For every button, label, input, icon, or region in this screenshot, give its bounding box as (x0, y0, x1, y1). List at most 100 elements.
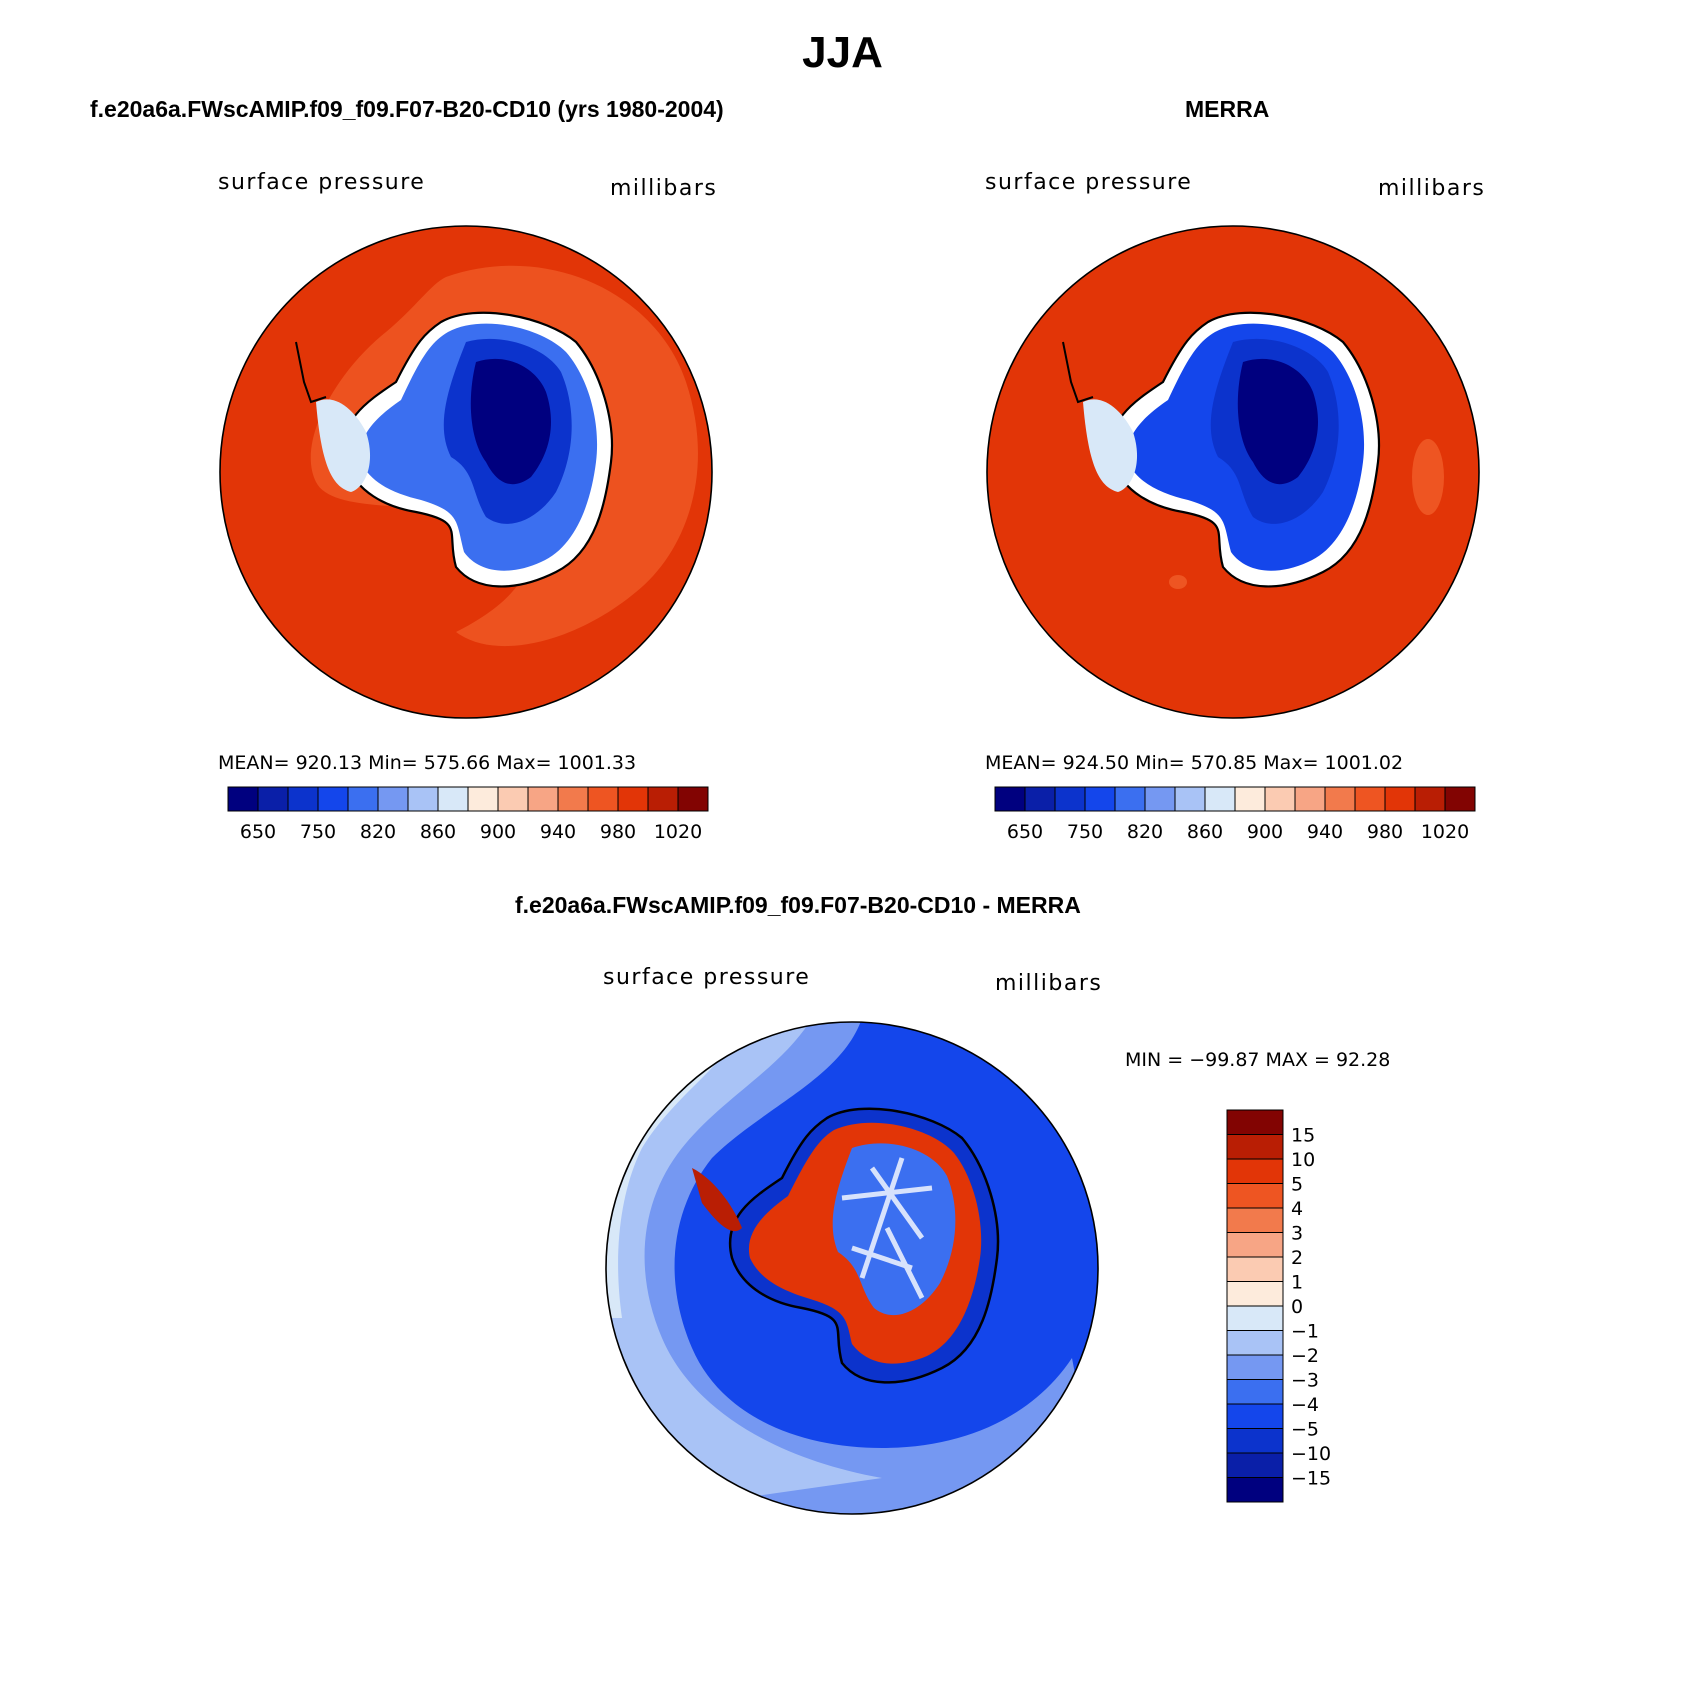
colorbar-swatch (1226, 1281, 1284, 1307)
panel1-variable-label: surface pressure (218, 170, 426, 195)
colorbar-swatch (1204, 786, 1236, 812)
colorbar-swatch (347, 786, 379, 812)
peninsula-anomaly (692, 1168, 742, 1232)
panel2-units-label: millibars (1378, 176, 1486, 201)
colorbar-label: 940 (1307, 821, 1343, 843)
colorbar-swatch (1414, 786, 1446, 812)
colorbar-swatch (1054, 786, 1086, 812)
colorbar-label: 940 (540, 821, 576, 843)
colorbar-label: 980 (1367, 821, 1403, 843)
colorbar-swatch (527, 786, 559, 812)
colorbar-swatch (497, 786, 529, 812)
colorbar-label: 2 (1291, 1247, 1303, 1269)
panel3-title: f.e20a6a.FWscAMIP.f09_f09.F07-B20-CD10 -… (515, 892, 1081, 918)
panel3-units-label: millibars (995, 971, 1103, 996)
colorbar-swatch (1084, 786, 1116, 812)
panel2-colorbar: 650 750 820 860 900 940 980 1020 (994, 786, 1476, 843)
panel2-title: MERRA (1185, 96, 1270, 122)
colorbar-swatch (1294, 786, 1326, 812)
colorbar-swatch (227, 786, 259, 812)
panel2-stats: MEAN= 924.50 Min= 570.85 Max= 1001.02 (985, 752, 1404, 774)
colorbar-swatch (617, 786, 649, 812)
panel1-polar-map (219, 225, 713, 719)
colorbar-label: 650 (240, 821, 276, 843)
colorbar-swatch (677, 786, 709, 812)
colorbar-swatch (1226, 1330, 1284, 1356)
ice-sheet-plateau (470, 358, 551, 485)
colorbar-swatch (587, 786, 619, 812)
colorbar-label: −4 (1291, 1394, 1319, 1416)
colorbar-swatch (437, 786, 469, 812)
panel1-colorbar: 650 750 820 860 900 940 980 1020 (227, 786, 709, 843)
panel3-variable-label: surface pressure (603, 965, 811, 990)
colorbar-label: 4 (1291, 1198, 1303, 1220)
negative-anomaly-band (606, 1022, 1098, 1514)
colorbar-label: −10 (1291, 1443, 1331, 1465)
colorbar-label: 650 (1007, 821, 1043, 843)
colorbar-swatch (647, 786, 679, 812)
colorbar-swatch (1264, 786, 1296, 812)
colorbar-label: 820 (1127, 821, 1163, 843)
colorbar-swatch (1226, 1158, 1284, 1184)
colorbar-swatch (1174, 786, 1206, 812)
main-title: JJA (802, 28, 883, 77)
colorbar-swatch (1226, 1403, 1284, 1429)
colorbar-label: 1020 (654, 821, 702, 843)
colorbar-swatch (287, 786, 319, 812)
colorbar-swatch (1114, 786, 1146, 812)
panel3-stats: MIN = −99.87 MAX = 92.28 (1125, 1049, 1391, 1071)
panel1-stats: MEAN= 920.13 Min= 575.66 Max= 1001.33 (218, 752, 637, 774)
colorbar-swatch (377, 786, 409, 812)
colorbar-swatch (1144, 786, 1176, 812)
peninsula-coastline (1062, 341, 1094, 404)
colorbar-label: 750 (300, 821, 336, 843)
weak-negative-band (606, 1022, 882, 1514)
colorbar-label: −2 (1291, 1345, 1319, 1367)
colorbar-swatch (1226, 1428, 1284, 1454)
colorbar-label: 860 (1187, 821, 1223, 843)
colorbar-swatch (1324, 786, 1356, 812)
colorbar-swatch (1226, 1109, 1284, 1135)
colorbar-label: 980 (600, 821, 636, 843)
colorbar-label: 750 (1067, 821, 1103, 843)
colorbar-label: 1020 (1421, 821, 1469, 843)
colorbar-swatch (1226, 1207, 1284, 1233)
high-pressure-cell (1169, 575, 1187, 589)
colorbar-swatch (1226, 1183, 1284, 1209)
colorbar-swatch (994, 786, 1026, 812)
colorbar-swatch (1226, 1256, 1284, 1282)
antarctic-peninsula (316, 399, 371, 492)
colorbar-swatch (1226, 1134, 1284, 1160)
colorbar-label: 10 (1291, 1149, 1315, 1171)
panel1-title: f.e20a6a.FWscAMIP.f09_f09.F07-B20-CD10 (… (90, 96, 724, 122)
colorbar-label: 900 (1247, 821, 1283, 843)
colorbar-label: 5 (1291, 1174, 1303, 1196)
antarctic-peninsula (1083, 399, 1138, 492)
colorbar-swatch (1444, 786, 1476, 812)
colorbar-swatch (1234, 786, 1266, 812)
panel2-polar-map (986, 225, 1480, 719)
panel3-polar-map (605, 1021, 1099, 1515)
colorbar-swatch (1384, 786, 1416, 812)
colorbar-swatch (1024, 786, 1056, 812)
colorbar-swatch (257, 786, 289, 812)
colorbar-label: −5 (1291, 1419, 1319, 1441)
colorbar-swatch (1226, 1452, 1284, 1478)
colorbar-label: 3 (1291, 1223, 1303, 1245)
colorbar-swatch (1226, 1305, 1284, 1331)
colorbar-swatch (1226, 1354, 1284, 1380)
colorbar-swatch (467, 786, 499, 812)
panel1-units-label: millibars (610, 176, 718, 201)
colorbar-swatch (317, 786, 349, 812)
ice-sheet-plateau (1237, 358, 1318, 485)
colorbar-label: 0 (1291, 1296, 1303, 1318)
colorbar-swatch (1226, 1477, 1284, 1503)
colorbar-label: −15 (1291, 1468, 1331, 1490)
colorbar-swatch (1354, 786, 1386, 812)
colorbar-swatch (1226, 1379, 1284, 1405)
colorbar-label: −1 (1291, 1321, 1319, 1343)
colorbar-label: 1 (1291, 1272, 1303, 1294)
colorbar-label: 820 (360, 821, 396, 843)
colorbar-swatch (557, 786, 589, 812)
